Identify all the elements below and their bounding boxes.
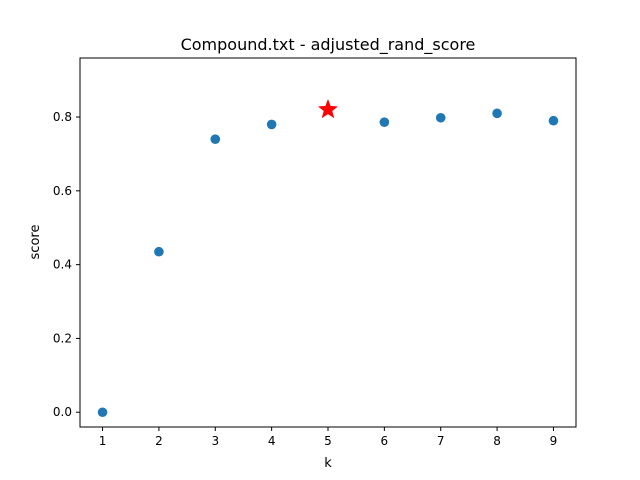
x-tick-label: 3 xyxy=(211,434,219,448)
best-score-star-marker xyxy=(317,98,339,119)
data-point xyxy=(154,246,164,257)
x-tick-label: 5 xyxy=(324,434,332,448)
x-tick-label: 2 xyxy=(155,434,163,448)
y-tick-label: 0.8 xyxy=(53,110,72,124)
data-point xyxy=(435,112,446,123)
data-point xyxy=(548,115,559,126)
x-tick-label: 4 xyxy=(268,434,276,448)
data-point xyxy=(210,134,221,144)
data-point xyxy=(97,407,108,418)
data-point xyxy=(379,117,390,128)
y-tick-label: 0.2 xyxy=(53,331,72,345)
y-axis-label: score xyxy=(28,225,43,260)
y-tick-label: 0.0 xyxy=(53,405,72,419)
x-axis-label: k xyxy=(324,456,332,471)
plot-area xyxy=(79,57,577,428)
x-tick-label: 6 xyxy=(381,434,389,448)
x-tick-label: 9 xyxy=(550,434,558,448)
x-tick-label: 1 xyxy=(99,434,107,448)
data-point xyxy=(492,108,502,119)
chart-title: Compound.txt - adjusted_rand_score xyxy=(181,35,476,55)
plot-layer: 1 2 3 4 5 6 7 8 9 0.0 0.2 0.4 0.6 0.8 xyxy=(53,57,577,448)
x-tick-label: 8 xyxy=(493,434,501,448)
y-tick-label: 0.4 xyxy=(53,258,72,272)
x-tick-label: 7 xyxy=(437,434,445,448)
y-tick-label: 0.6 xyxy=(53,184,72,198)
data-point xyxy=(266,119,277,130)
